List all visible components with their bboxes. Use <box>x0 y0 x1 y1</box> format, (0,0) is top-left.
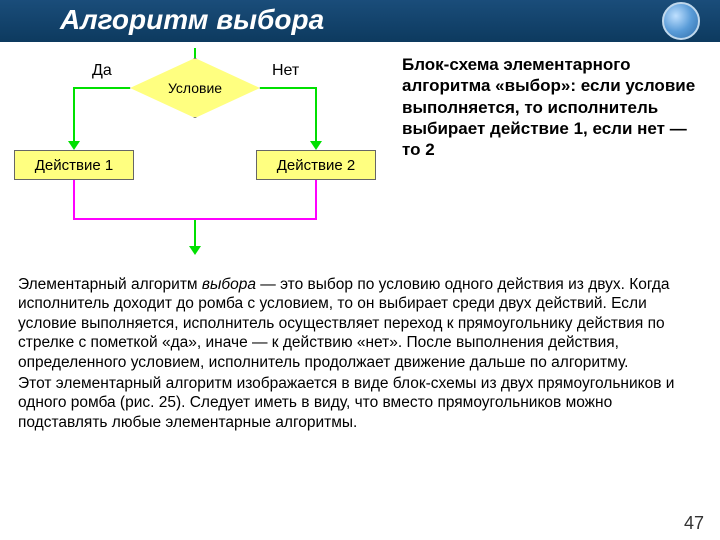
action1-node: Действие 1 <box>14 150 134 180</box>
yes-label: Да <box>92 62 112 80</box>
action2-label: Действие 2 <box>277 157 355 174</box>
flowchart: Условие Да Нет Действие 1 Действие 2 <box>12 50 382 265</box>
branch-left-v <box>73 87 75 143</box>
no-label: Нет <box>272 62 299 80</box>
paragraph-1: Элементарный алгоритм выбора — это выбор… <box>18 275 702 372</box>
action1-label: Действие 1 <box>35 157 113 174</box>
arrowhead-left <box>68 141 80 150</box>
page-title: Алгоритм выбора <box>60 4 700 36</box>
arrowhead-right <box>310 141 322 150</box>
condition-label: Условие <box>168 80 222 96</box>
action2-node: Действие 2 <box>256 150 376 180</box>
page-number: 47 <box>684 513 704 534</box>
branch-right-h <box>260 87 317 89</box>
paragraph-2: Этот элементарный алгоритм изображается … <box>18 374 702 432</box>
globe-icon <box>662 2 700 40</box>
arrowhead-exit <box>189 246 201 255</box>
arrow-in <box>194 48 196 58</box>
page-header: Алгоритм выбора <box>0 0 720 42</box>
description-text: Блок-схема элементарного алгоритма «выбо… <box>402 54 698 160</box>
condition-node: Условие <box>130 58 260 118</box>
content-row: Условие Да Нет Действие 1 Действие 2 <box>0 42 720 269</box>
p1-prefix: Элементарный алгоритм <box>18 276 202 293</box>
merge-left-v <box>73 180 75 220</box>
merge-right-v <box>315 180 317 220</box>
diagram-column: Условие Да Нет Действие 1 Действие 2 <box>12 50 392 265</box>
exit-v <box>194 220 196 248</box>
body-text: Элементарный алгоритм выбора — это выбор… <box>0 269 720 432</box>
description-column: Блок-схема элементарного алгоритма «выбо… <box>392 50 708 265</box>
branch-right-v <box>315 87 317 143</box>
p1-em: выбора <box>202 276 256 293</box>
branch-left-h <box>74 87 130 89</box>
